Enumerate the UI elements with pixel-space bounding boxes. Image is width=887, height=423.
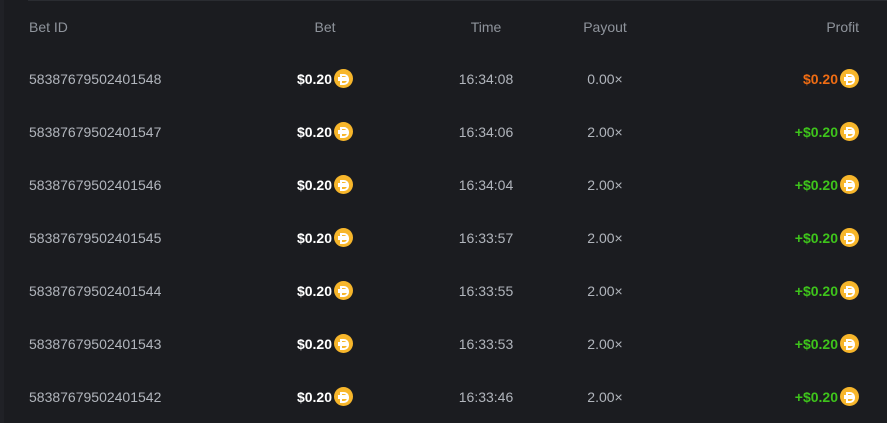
bet-payout: 2.00× [587,335,623,352]
bet-time: 16:33:57 [458,229,514,246]
header-profit: Profit [826,18,859,35]
bet-profit: +$0.20 [795,211,859,264]
bet-payout: 2.00× [587,282,623,299]
bet-value: $0.20 [296,176,333,193]
bet-value: $0.20 [296,282,333,299]
table-row[interactable]: 58387679502401548 $0.20 16:34:08 0.00× $… [0,52,887,105]
bet-payout: 2.00× [587,123,623,140]
bet-id[interactable]: 58387679502401544 [29,282,162,299]
bet-payout: 2.00× [587,229,623,246]
profit-value: +$0.20 [794,123,838,140]
bet-time: 16:33:53 [458,335,514,352]
dai-coin-icon [840,228,859,247]
table-row[interactable]: 58387679502401542 $0.20 16:33:46 2.00× +… [0,370,887,423]
bet-id[interactable]: 58387679502401542 [29,388,162,405]
dai-coin-icon [840,122,859,141]
bet-profit: +$0.20 [795,105,859,158]
bet-profit: +$0.20 [795,317,859,370]
dai-coin-icon [334,334,354,353]
dai-coin-icon [334,228,354,247]
bet-amount: $0.20 [225,264,425,317]
profit-value: +$0.20 [794,282,838,299]
bet-payout: 2.00× [587,388,623,405]
table-header: Bet ID Bet Time Payout Profit [0,0,887,53]
dai-coin-icon [840,69,859,88]
bet-payout: 2.00× [587,176,623,193]
bet-id[interactable]: 58387679502401548 [29,70,162,87]
header-time: Time [470,18,502,35]
bet-profit: $0.20 [803,52,859,105]
dai-coin-icon [334,69,354,88]
bet-amount: $0.20 [225,158,425,211]
divider [28,0,887,1]
header-bet-id: Bet ID [29,18,68,35]
panel-edge [0,0,4,423]
bet-amount: $0.20 [225,317,425,370]
profit-value: +$0.20 [794,388,838,405]
bet-amount: $0.20 [225,370,425,423]
dai-coin-icon [334,175,354,194]
profit-value: +$0.20 [794,229,838,246]
table-row[interactable]: 58387679502401543 $0.20 16:33:53 2.00× +… [0,317,887,370]
table-row[interactable]: 58387679502401545 $0.20 16:33:57 2.00× +… [0,211,887,264]
bet-value: $0.20 [296,229,333,246]
dai-coin-icon [840,387,859,406]
bet-time: 16:33:55 [458,282,514,299]
bet-value: $0.20 [296,70,333,87]
dai-coin-icon [840,175,859,194]
header-bet: Bet [314,18,336,35]
bet-id[interactable]: 58387679502401543 [29,335,162,352]
table-row[interactable]: 58387679502401547 $0.20 16:34:06 2.00× +… [0,105,887,158]
dai-coin-icon [334,281,354,300]
bet-amount: $0.20 [225,105,425,158]
bet-profit: +$0.20 [795,370,859,423]
bet-time: 16:33:46 [458,388,514,405]
profit-value: $0.20 [802,70,838,87]
table-row[interactable]: 58387679502401546 $0.20 16:34:04 2.00× +… [0,158,887,211]
bet-id[interactable]: 58387679502401545 [29,229,162,246]
bet-profit: +$0.20 [795,158,859,211]
bet-amount: $0.20 [225,52,425,105]
bet-profit: +$0.20 [795,264,859,317]
table-row[interactable]: 58387679502401544 $0.20 16:33:55 2.00× +… [0,264,887,317]
bet-amount: $0.20 [225,211,425,264]
bet-value: $0.20 [296,335,333,352]
bet-value: $0.20 [296,388,333,405]
header-payout: Payout [583,18,627,35]
dai-coin-icon [840,334,859,353]
dai-coin-icon [334,387,354,406]
bet-value: $0.20 [296,123,333,140]
bet-time: 16:34:04 [458,176,514,193]
profit-value: +$0.20 [794,335,838,352]
bet-id[interactable]: 58387679502401546 [29,176,162,193]
dai-coin-icon [334,122,354,141]
profit-value: +$0.20 [794,176,838,193]
bet-time: 16:34:08 [458,70,514,87]
bet-payout: 0.00× [587,70,623,87]
bet-id[interactable]: 58387679502401547 [29,123,162,140]
dai-coin-icon [840,281,859,300]
bet-time: 16:34:06 [458,123,514,140]
